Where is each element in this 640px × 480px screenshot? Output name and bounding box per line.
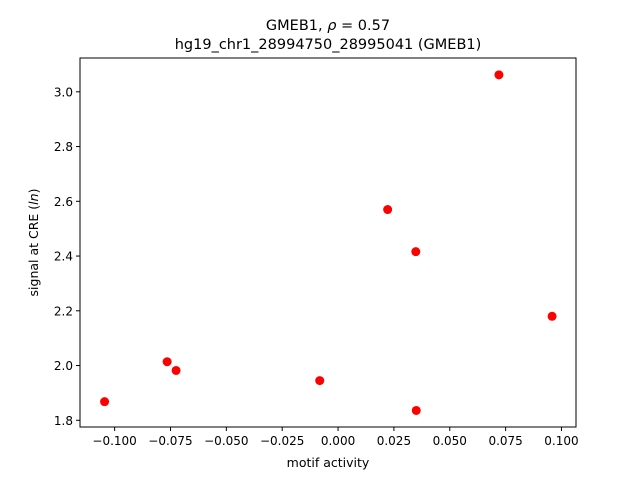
- chart-title-line1: GMEB1, ρ = 0.57: [266, 18, 390, 34]
- chart-title-line2: hg19_chr1_28994750_28995041 (GMEB1): [175, 37, 482, 53]
- y-tick-label: 1.8: [54, 414, 73, 428]
- x-tick-label: −0.025: [260, 434, 304, 448]
- x-tick-label: 0.075: [488, 434, 522, 448]
- x-tick-label: −0.075: [148, 434, 192, 448]
- data-point-9: [547, 311, 557, 321]
- x-tick-label: 0.100: [544, 434, 578, 448]
- data-point-5: [383, 205, 393, 215]
- x-tick-label: −0.100: [92, 434, 136, 448]
- x-tick-label: 0.025: [377, 434, 411, 448]
- y-tick-label: 3.0: [54, 85, 73, 99]
- x-axis-label: motif activity: [287, 455, 370, 470]
- data-point-7: [411, 405, 421, 415]
- y-tick-label: 2.4: [54, 250, 73, 264]
- y-tick-label: 2.2: [54, 304, 73, 318]
- plot-area-frame: [79, 57, 577, 428]
- data-point-2: [162, 357, 172, 367]
- x-tick-label: −0.050: [204, 434, 248, 448]
- x-tick-label: 0.050: [433, 434, 467, 448]
- data-point-4: [315, 376, 325, 386]
- data-point-8: [494, 70, 504, 80]
- data-point-1: [100, 397, 110, 407]
- y-tick-label: 2.0: [54, 359, 73, 373]
- data-point-6: [411, 247, 421, 257]
- chart-title: GMEB1, ρ = 0.57 hg19_chr1_28994750_28995…: [175, 18, 482, 53]
- x-axis-ticks: −0.100 −0.075 −0.050 −0.025 0.000 0.025 0.050 0…: [92, 427, 579, 448]
- x-tick-label: 0.000: [321, 434, 355, 448]
- y-axis-ticks: 1.8 2.0 2.2 2.4 2.6 2.8 3.0: [54, 85, 80, 428]
- y-axis-label: signal at CRE (ln): [26, 189, 41, 297]
- y-tick-label: 2.8: [54, 140, 73, 154]
- data-point-3: [171, 365, 181, 375]
- data-points: [100, 70, 557, 415]
- y-tick-label: 2.6: [54, 195, 73, 209]
